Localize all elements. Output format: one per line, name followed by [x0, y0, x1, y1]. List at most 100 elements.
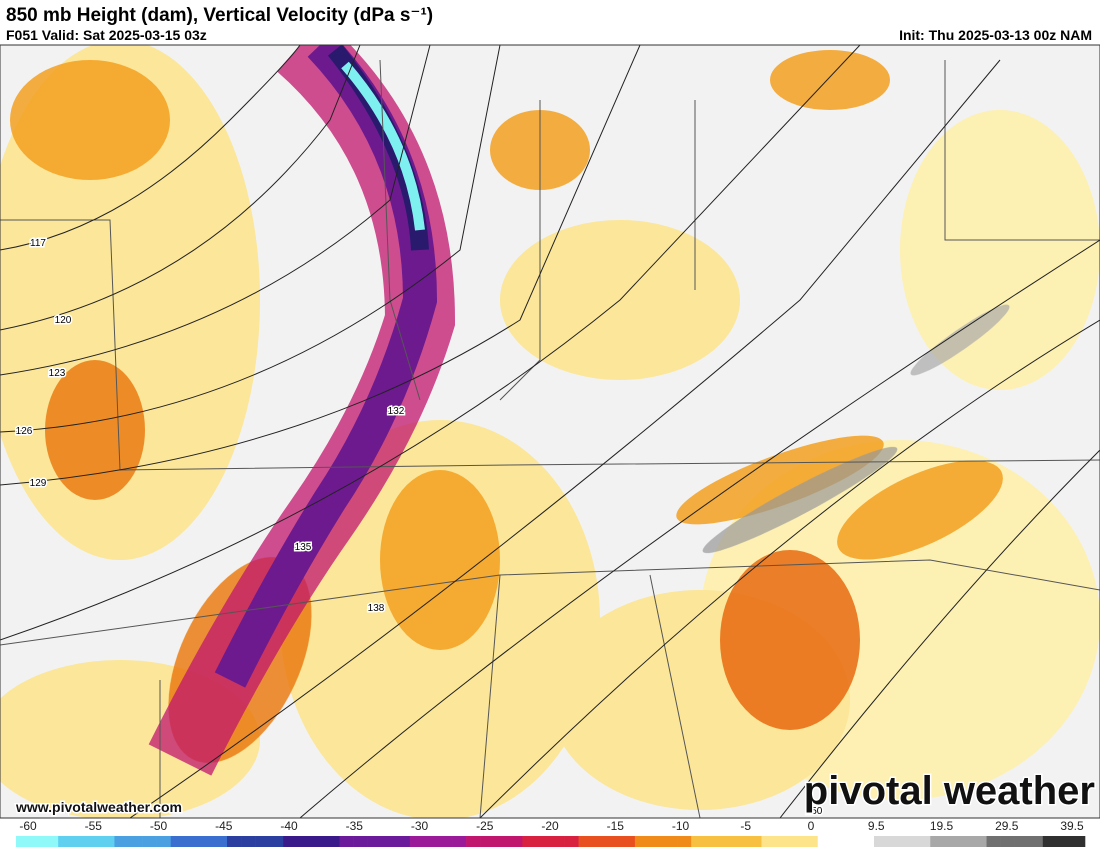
- valid-time: F051 Valid: Sat 2025-03-15 03z: [6, 27, 207, 43]
- colorbar-cell: [1042, 836, 1058, 847]
- colorbar-cell: [859, 836, 875, 847]
- colorbar-tick-label: 0: [808, 819, 815, 833]
- colorbar-cell: [86, 836, 101, 847]
- contour-label: 129: [30, 478, 47, 489]
- colorbar-cell: [72, 836, 87, 847]
- colorbar-tick-label: -20: [541, 819, 559, 833]
- colorbar-cell: [255, 836, 270, 847]
- colorbar-cell: [677, 836, 692, 847]
- colorbar-tick-label: -10: [672, 819, 690, 833]
- colorbar-cell: [269, 836, 284, 847]
- colorbar-cell: [409, 836, 425, 847]
- colorbar-tick-label: -5: [740, 819, 751, 833]
- colorbar-cell: [184, 836, 200, 847]
- colorbar-cell: [212, 836, 228, 847]
- colorbar-cell: [128, 836, 143, 847]
- colorbar-cell: [761, 836, 776, 847]
- colorbar-cell: [198, 836, 214, 847]
- colorbar-cell: [719, 836, 734, 847]
- colorbar-tick-label: -30: [411, 819, 429, 833]
- contour-label: 123: [49, 368, 66, 379]
- contour-label: 138: [368, 603, 385, 614]
- colorbar-cell: [648, 836, 664, 847]
- watermark: pivotal weather: [804, 769, 1095, 813]
- contour-label: 126: [16, 426, 33, 437]
- colorbar-cell: [16, 836, 31, 847]
- contour-label: 135: [295, 542, 312, 553]
- map: 117 120 123 126 129 132 135 138 150 pivo…: [0, 44, 1100, 819]
- colorbar-cell: [156, 836, 172, 847]
- colorbar-cell: [888, 836, 903, 847]
- colorbar-cell: [536, 836, 551, 847]
- colorbar-cell: [367, 836, 383, 847]
- colorbar-cell: [789, 836, 804, 847]
- colorbar-cell: [916, 836, 931, 847]
- field-gray: [702, 304, 1010, 554]
- colorbar-tick-label: 19.5: [930, 819, 954, 833]
- colorbar-cell: [620, 836, 636, 847]
- colorbar-cell: [578, 836, 593, 847]
- colorbar-cell: [550, 836, 565, 847]
- field-band: [148, 45, 456, 776]
- colorbar-cell: [508, 836, 523, 847]
- colorbar-cell: [634, 836, 650, 847]
- colorbar-tick-label: -60: [19, 819, 37, 833]
- colorbar-cell: [395, 836, 411, 847]
- colorbar-cell: [944, 836, 959, 847]
- colorbar-cell: [452, 836, 467, 847]
- colorbar-cell: [283, 836, 298, 847]
- colorbar-cell: [986, 836, 1001, 847]
- colorbar-cell: [831, 836, 847, 847]
- website: www.pivotalweather.com: [15, 799, 182, 815]
- title: 850 mb Height (dam), Vertical Velocity (…: [6, 5, 433, 26]
- colorbar-cell: [226, 836, 242, 847]
- colorbar-cell: [522, 836, 537, 847]
- colorbar-cell: [1028, 836, 1044, 847]
- colorbar-cell: [930, 836, 945, 847]
- colorbar-cell: [817, 836, 833, 847]
- colorbar-cell: [170, 836, 186, 847]
- colorbar-cell: [663, 836, 678, 847]
- colorbar-cell: [747, 836, 762, 847]
- colorbar-tick-label: 9.5: [868, 819, 885, 833]
- colorbar: -60 -55 -50 -45 -40 -35 -30 -25 -20 -15 -10 -5 0 9.5 1…: [16, 819, 1086, 847]
- colorbar-cell: [325, 836, 340, 847]
- colorbar-cell: [1014, 836, 1030, 847]
- colorbar-cell: [466, 836, 481, 847]
- colorbar-cell: [874, 836, 889, 847]
- colorbar-cell: [381, 836, 397, 847]
- colorbar-cell: [311, 836, 326, 847]
- colorbar-cell: [1056, 836, 1072, 847]
- colorbar-tick-label: -45: [215, 819, 233, 833]
- contour-label: 150: [806, 806, 823, 817]
- colorbar-tick-label: -55: [85, 819, 103, 833]
- colorbar-tick-label: -50: [150, 819, 168, 833]
- colorbar-tick-label: 39.5: [1060, 819, 1084, 833]
- colorbar-cell: [733, 836, 748, 847]
- colorbar-cell: [705, 836, 720, 847]
- colorbar-cell: [142, 836, 157, 847]
- colorbar-cell: [100, 836, 115, 847]
- contour-label: 132: [388, 406, 405, 417]
- contour-label: 117: [30, 238, 46, 249]
- colorbar-cell: [1070, 836, 1086, 847]
- colorbar-cell: [803, 836, 819, 847]
- colorbar-cell: [353, 836, 368, 847]
- colorbar-tick-label: -15: [607, 819, 625, 833]
- contour-label: 120: [55, 315, 72, 326]
- colorbar-cell: [437, 836, 453, 847]
- init-time: Init: Thu 2025-03-13 00z NAM: [899, 27, 1092, 43]
- colorbar-cell: [845, 836, 861, 847]
- height-contours: [0, 45, 1100, 818]
- colorbar-cell: [606, 836, 622, 847]
- colorbar-cell: [958, 836, 973, 847]
- colorbar-cell: [58, 836, 73, 847]
- colorbar-cell: [423, 836, 439, 847]
- colorbar-cell: [30, 836, 45, 847]
- colorbar-cell: [972, 836, 987, 847]
- colorbar-tick-label: -25: [476, 819, 494, 833]
- colorbar-cell: [339, 836, 354, 847]
- colorbar-cell: [44, 836, 59, 847]
- colorbar-cell: [241, 836, 256, 847]
